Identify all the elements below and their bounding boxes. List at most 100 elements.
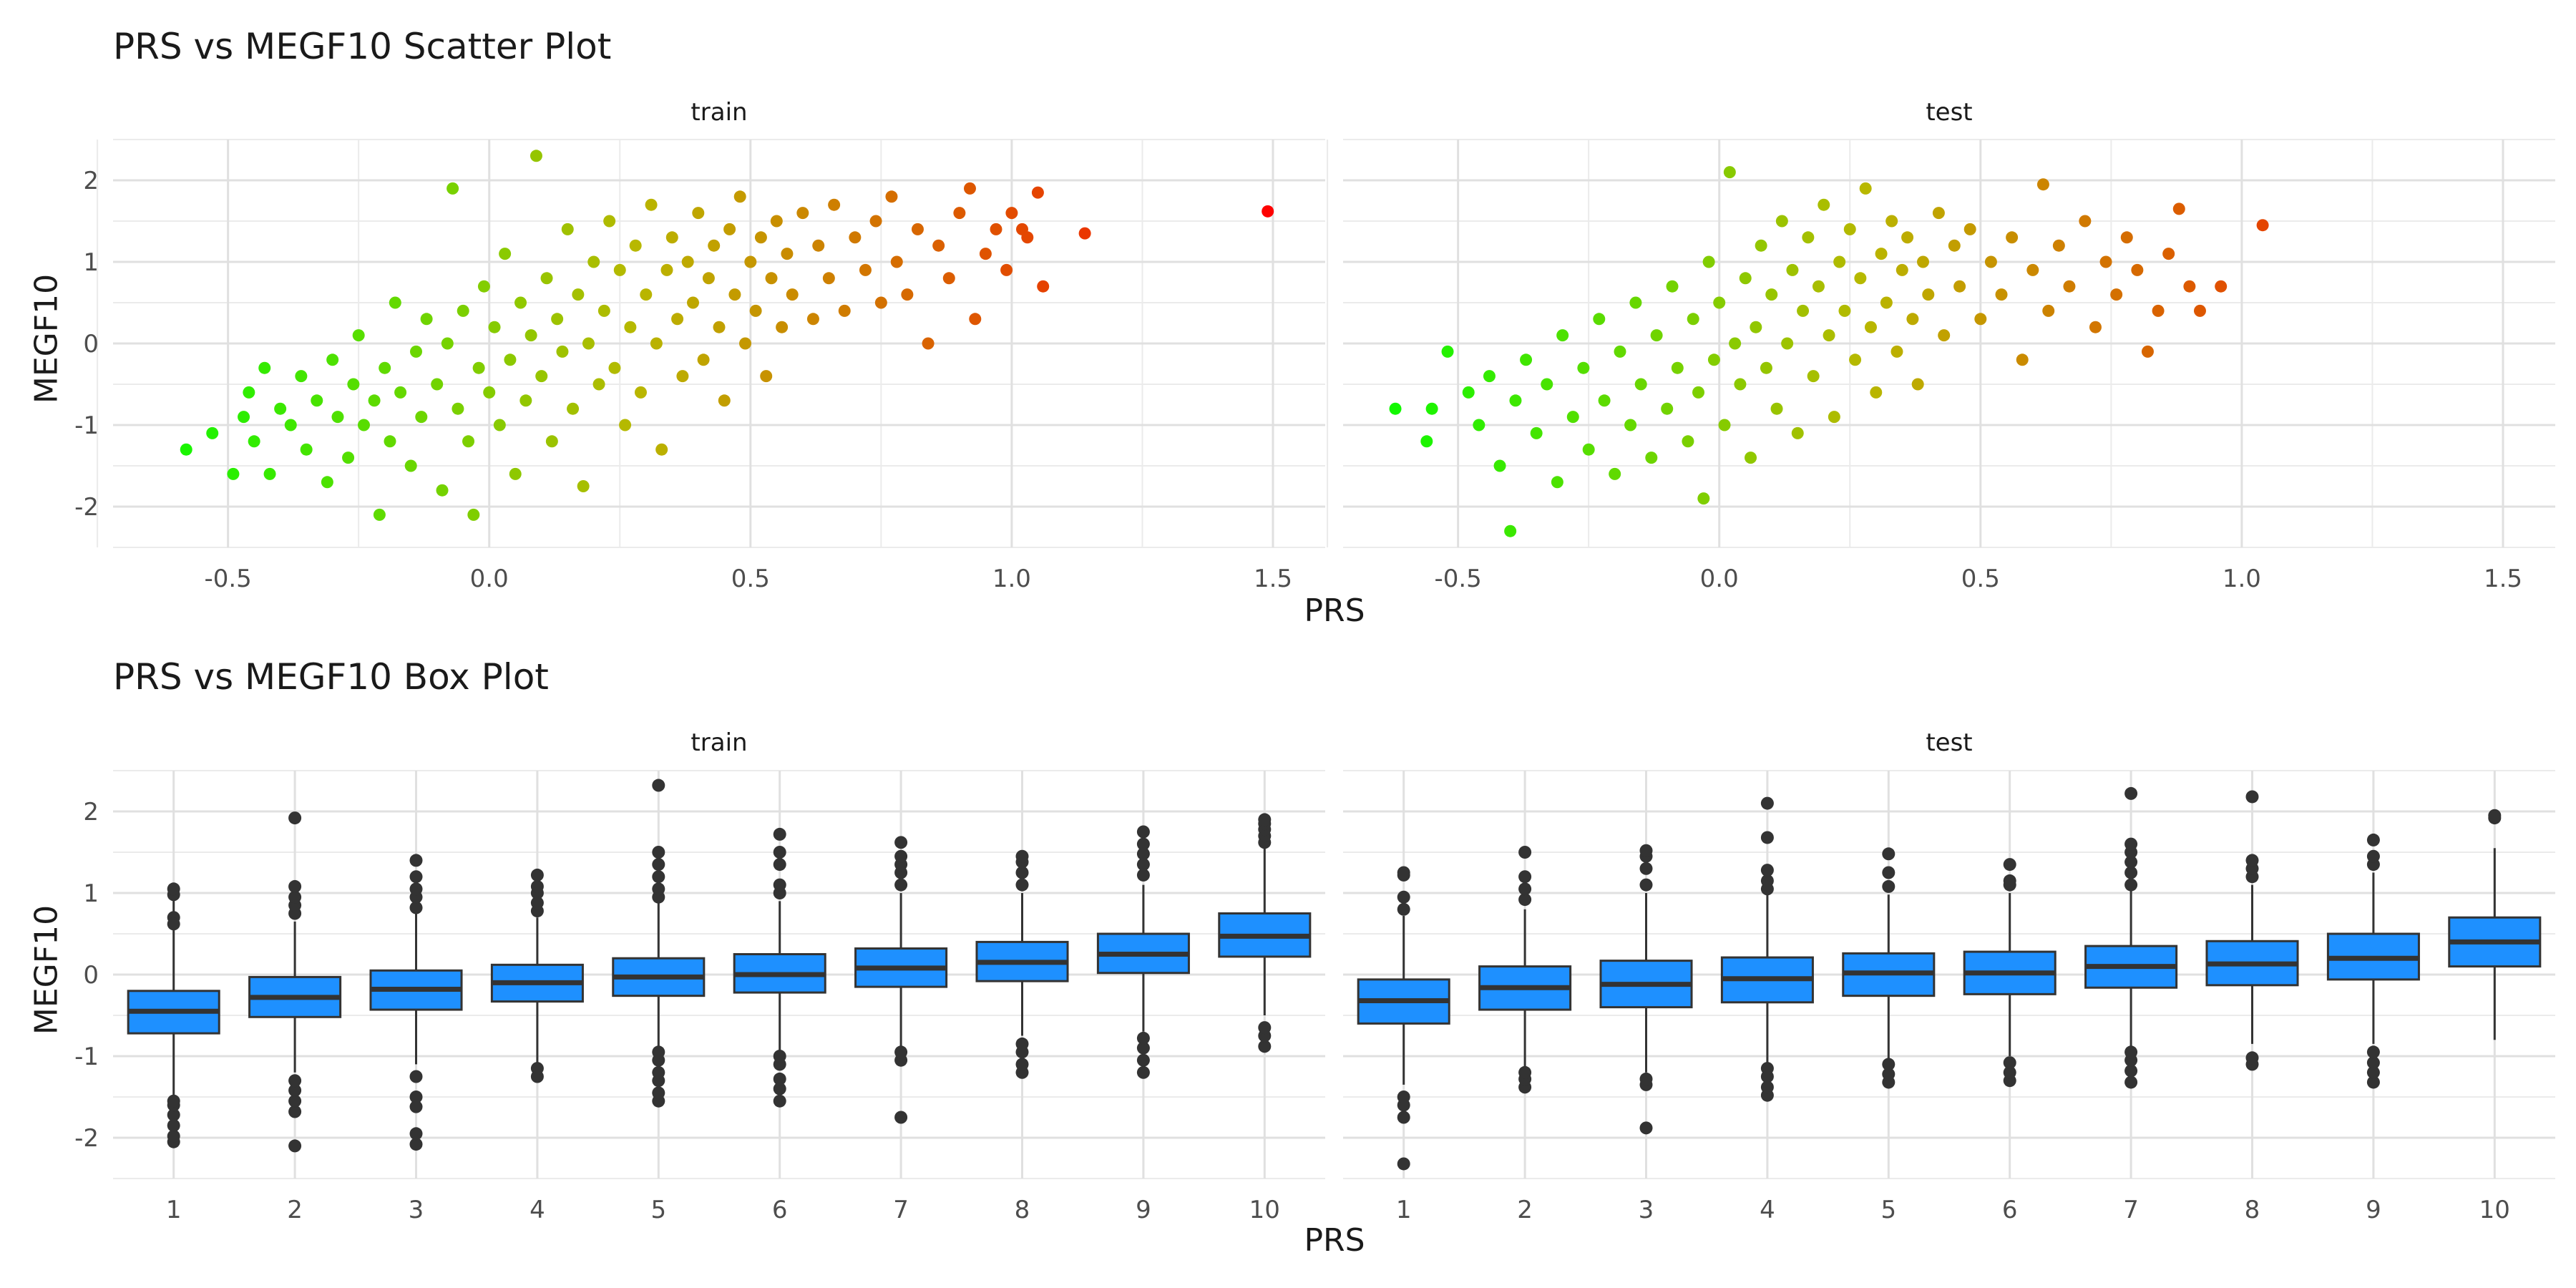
scatter-point <box>243 386 255 399</box>
box-x-tick-label: 2 <box>1517 1196 1533 1224</box>
box-y-tick-label: 1 <box>83 879 99 908</box>
scatter-point <box>483 386 496 399</box>
scatter-point <box>342 452 355 464</box>
scatter-point <box>776 321 789 333</box>
scatter-point <box>1005 207 1018 220</box>
box-outlier <box>288 890 302 904</box>
scatter-point <box>760 370 773 383</box>
scatter-point <box>1896 263 1908 276</box>
box-outlier <box>652 858 665 872</box>
scatter-point <box>2099 255 2112 268</box>
scatter-point <box>431 378 444 391</box>
scatter-point <box>2042 304 2055 317</box>
box-outlier <box>1136 858 1150 872</box>
scatter-point <box>2089 321 2102 333</box>
box-outlier <box>1015 1037 1029 1050</box>
scatter-point <box>849 231 862 244</box>
box-outlier <box>2245 1051 2259 1065</box>
scatter-point <box>713 321 726 333</box>
scatter-point <box>608 361 621 374</box>
scatter-point <box>238 411 250 424</box>
scatter-point <box>2120 231 2133 244</box>
scatter-point <box>1650 329 1663 342</box>
scatter-point <box>394 386 407 399</box>
box-outlier <box>1518 846 1532 859</box>
scatter-point <box>572 288 585 301</box>
scatter-point <box>1750 321 1762 333</box>
box-outlier <box>1015 866 1029 879</box>
scatter-point <box>462 435 475 448</box>
scatter-point <box>1666 280 1679 293</box>
scatter-x-tick-label: 0.0 <box>1700 565 1739 593</box>
box-outlier <box>1518 882 1532 896</box>
scatter-point <box>619 419 632 431</box>
scatter-facet-label-train: train <box>691 98 748 127</box>
scatter-point <box>1520 353 1533 366</box>
scatter-point <box>436 484 449 497</box>
scatter-point <box>1441 345 1454 358</box>
box-x-tick-label: 5 <box>650 1196 666 1224</box>
scatter-point <box>1692 386 1705 399</box>
box-outlier <box>1136 847 1150 861</box>
scatter-point <box>331 411 344 424</box>
box-x-tick-label: 5 <box>1880 1196 1896 1224</box>
scatter-point <box>1833 255 1846 268</box>
scatter-point <box>1566 411 1579 424</box>
box-outlier <box>288 811 302 825</box>
scatter-point <box>441 337 454 350</box>
scatter-point <box>467 508 480 521</box>
scatter-point <box>1885 215 1898 228</box>
scatter-point <box>1984 255 1997 268</box>
scatter-point <box>389 296 401 309</box>
scatter-point <box>2172 203 2185 215</box>
scatter-point <box>786 288 799 301</box>
scatter-point <box>1420 435 1433 448</box>
scatter-point <box>1901 231 1914 244</box>
box-outlier <box>2488 809 2502 822</box>
scatter-point <box>509 467 522 480</box>
box-x-tick-label: 9 <box>2366 1196 2381 1224</box>
box-outlier <box>288 879 302 893</box>
box-outlier <box>409 901 423 914</box>
scatter-point <box>1906 313 1919 326</box>
scatter-point <box>274 402 287 415</box>
scatter-point <box>373 508 386 521</box>
scatter-point <box>1775 215 1788 228</box>
scatter-point <box>660 263 673 276</box>
box-outlier <box>2366 833 2380 847</box>
scatter-point <box>869 215 882 228</box>
box-x-tick-label: 9 <box>1136 1196 1151 1224</box>
scatter-point <box>1802 231 1815 244</box>
scatter-point <box>676 370 689 383</box>
box-outlier <box>1258 1021 1272 1035</box>
scatter-point <box>525 329 537 342</box>
scatter-point <box>1462 386 1475 399</box>
box-outlier <box>894 878 908 892</box>
scatter-point <box>963 182 976 195</box>
box-outlier <box>1397 902 1410 916</box>
box-outlier <box>530 868 544 882</box>
scatter-x-tick-label: 0.0 <box>470 565 509 593</box>
box-x-tick-label: 10 <box>1249 1196 1280 1224</box>
box-y-tick-label: 0 <box>83 961 99 990</box>
box-outlier <box>409 1127 423 1141</box>
scatter-point <box>1031 186 1044 199</box>
box-outlier <box>1760 864 1774 877</box>
scatter-point <box>796 207 809 220</box>
scatter-point <box>1713 296 1726 309</box>
box-outlier <box>2124 1064 2138 1078</box>
scatter-point <box>420 313 433 326</box>
box-outlier <box>530 1062 544 1075</box>
scatter-point <box>311 394 323 407</box>
box-outlier <box>652 1065 665 1079</box>
box-outlier <box>773 1050 786 1063</box>
scatter-point <box>1812 280 1825 293</box>
scatter-point <box>885 190 898 203</box>
box-outlier <box>1136 825 1150 839</box>
scatter-point <box>603 215 616 228</box>
scatter-point <box>457 304 469 317</box>
scatter-point <box>592 378 605 391</box>
scatter-point <box>206 426 219 439</box>
scatter-point <box>1765 288 1778 301</box>
box-x-tick-label: 1 <box>1396 1196 1412 1224</box>
